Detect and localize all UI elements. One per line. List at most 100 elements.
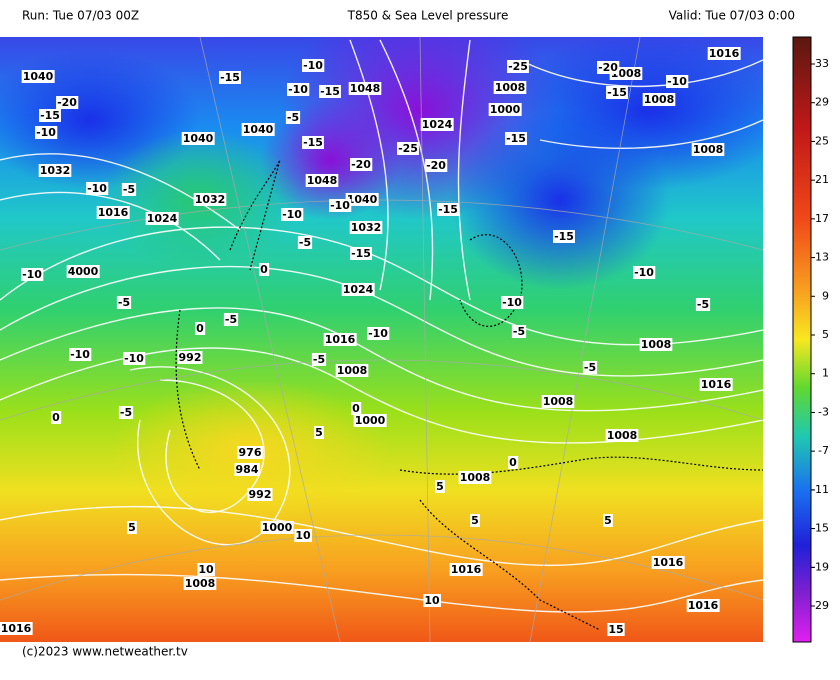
colorbar-label: -15 <box>811 522 829 535</box>
contour-label: -20 <box>57 96 77 109</box>
contour-label: -25 <box>398 142 418 155</box>
map-area <box>0 37 763 642</box>
contour-label: -5 <box>120 406 132 419</box>
contour-label: 10 <box>295 529 311 542</box>
contour-label: 1032 <box>195 193 226 206</box>
label-box <box>96 206 130 219</box>
contour-label: 1024 <box>343 283 374 296</box>
contour-label: 10 <box>424 594 440 607</box>
label-box <box>35 126 58 139</box>
contour-label: -5 <box>697 298 709 311</box>
contour-label: 1040 <box>243 123 274 136</box>
contour-label: 1032 <box>40 164 71 177</box>
contour-label: -10 <box>87 182 107 195</box>
label-box <box>197 563 215 576</box>
label-box <box>350 247 372 260</box>
contour-label: 1040 <box>347 193 378 206</box>
colorbar-label: 5 <box>822 328 829 341</box>
contour-label: -20 <box>426 159 446 172</box>
label-box <box>695 298 711 311</box>
copyright: (c)2023 www.netweather.tv <box>22 645 188 659</box>
contour-label: 5 <box>128 521 136 534</box>
label-box <box>0 622 33 635</box>
label-box <box>351 402 362 415</box>
label-box <box>123 352 146 365</box>
contour-label: -15 <box>220 71 240 84</box>
contour-label: 984 <box>236 463 259 476</box>
label-box <box>223 313 239 326</box>
colorbar-label: -11 <box>811 483 829 496</box>
label-box <box>425 159 448 172</box>
contour-label: 1024 <box>147 212 178 225</box>
label-box <box>501 296 524 309</box>
contour-label: -10 <box>667 75 687 88</box>
label-box <box>633 266 656 279</box>
label-box <box>350 158 373 171</box>
contour-label: 1016 <box>451 563 482 576</box>
contour-label: 5 <box>436 480 444 493</box>
contour-label: 1008 <box>607 429 638 442</box>
colorbar-label: 13 <box>815 251 829 264</box>
contour-label: -10 <box>368 327 388 340</box>
label-box <box>353 414 387 427</box>
contour-label: 5 <box>471 514 479 527</box>
contour-label: 1040 <box>23 70 54 83</box>
label-box <box>329 199 352 212</box>
label-box <box>234 463 260 476</box>
label-box <box>686 599 720 612</box>
label-box <box>511 325 527 338</box>
label-box <box>127 521 137 534</box>
colorbar-label: 9 <box>822 289 829 302</box>
label-box <box>177 351 203 364</box>
contour-label: 15 <box>608 623 623 636</box>
contour-label: 1016 <box>688 599 719 612</box>
contour-label: 1000 <box>355 414 386 427</box>
label-box <box>335 364 369 377</box>
contour-label: 992 <box>249 488 272 501</box>
label-box <box>553 230 575 243</box>
label-box <box>311 353 327 366</box>
label-box <box>305 174 339 187</box>
contour-label: -5 <box>313 353 325 366</box>
colorbar-label: 33 <box>815 57 829 70</box>
label-box <box>639 338 673 351</box>
contour-label: 1008 <box>693 143 724 156</box>
contour-label: -15 <box>320 85 340 98</box>
contour-label: -5 <box>123 183 135 196</box>
label-box <box>51 411 62 424</box>
label-box <box>349 221 383 234</box>
label-box <box>420 118 454 131</box>
contour-label: 1048 <box>307 174 338 187</box>
label-box <box>302 59 325 72</box>
contour-label: -10 <box>303 59 323 72</box>
contour-label: 4000 <box>68 265 99 278</box>
label-box <box>642 93 676 106</box>
contour-label: -10 <box>22 268 42 281</box>
label-box <box>348 82 382 95</box>
colorbar-label: 25 <box>815 134 829 147</box>
label-box <box>470 514 480 527</box>
contour-label: -15 <box>506 132 526 145</box>
label-box <box>39 109 61 122</box>
label-box <box>66 265 100 278</box>
label-box <box>302 136 324 149</box>
label-box <box>56 96 79 109</box>
label-box <box>458 471 492 484</box>
label-box <box>319 85 341 98</box>
label-box <box>493 81 527 94</box>
contour-label: -10 <box>634 266 654 279</box>
label-box <box>437 203 459 216</box>
label-box <box>183 577 217 590</box>
label-box <box>145 212 179 225</box>
contour-label: 0 <box>352 402 360 415</box>
contour-label: -10 <box>288 83 308 96</box>
label-box <box>121 183 137 196</box>
contour-label: -20 <box>598 61 618 74</box>
contour-label: -15 <box>554 230 574 243</box>
label-box <box>237 446 263 459</box>
label-box <box>582 361 598 374</box>
contour-label: 1008 <box>644 93 675 106</box>
contour-label: -5 <box>287 111 299 124</box>
label-box <box>21 268 44 281</box>
contour-label: 0 <box>509 456 517 469</box>
